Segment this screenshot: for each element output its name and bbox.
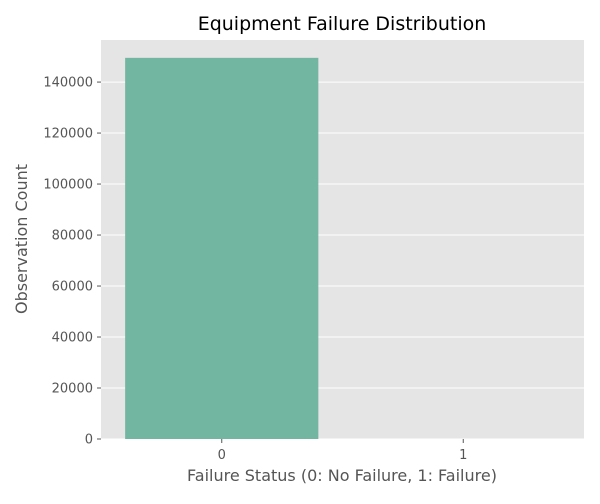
x-axis-label: Failure Status (0: No Failure, 1: Failur… [187,466,497,485]
bars [125,57,319,439]
x-tick-label: 1 [459,448,467,463]
x-tick-label: 0 [218,448,226,463]
y-tick-label: 40000 [52,331,93,346]
bar-0 [125,57,319,439]
y-tick-label: 60000 [52,280,93,295]
y-axis-ticks: 0 20000 40000 60000 80000 100000 120000 140000 [43,76,101,448]
chart-title: Equipment Failure Distribution [198,13,487,35]
y-axis-label: Observation Count [12,164,31,314]
y-tick-label: 100000 [43,178,93,193]
y-tick-label: 120000 [43,127,93,142]
y-tick-label: 0 [85,433,93,448]
y-tick-label: 140000 [43,76,93,91]
y-tick-label: 20000 [52,382,93,397]
y-tick-label: 80000 [52,229,93,244]
